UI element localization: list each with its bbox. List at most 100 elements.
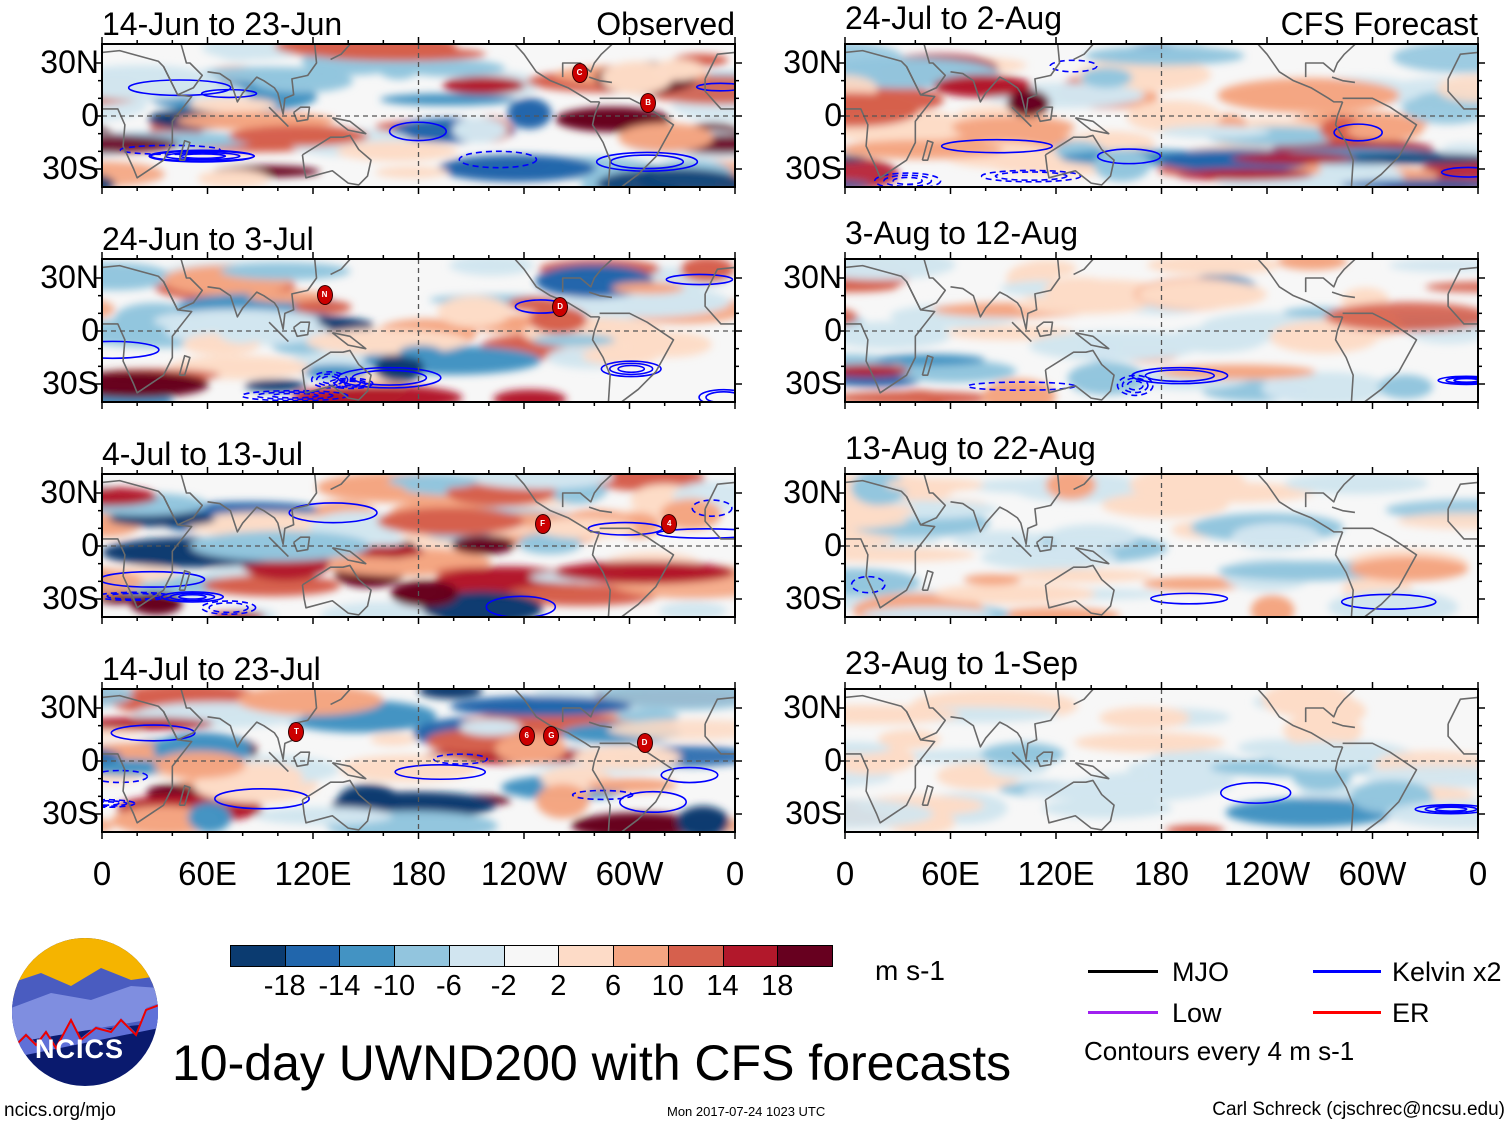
contour [110,724,196,742]
coastline [292,751,311,768]
anomaly-blob [337,784,400,816]
anomaly-blob [982,378,1056,402]
anomaly-blob [845,512,908,530]
left-panel-3-ylabel: 30N [40,474,99,510]
coastline [1342,312,1418,402]
anomaly-blob [1261,371,1390,402]
coastline [950,474,1061,546]
figure-title: 10-day UWND200 with CFS forecasts [172,1035,1012,1091]
anomaly-blob [1388,259,1478,273]
coastline [178,784,191,806]
anomaly-blob [399,59,505,77]
tropical-cyclone-marker[interactable]: T [288,721,305,742]
anomaly-blob [861,607,995,617]
coastline [1035,751,1054,768]
coastline [1044,349,1115,401]
anomaly-blob [878,729,941,749]
tropical-cyclone-marker[interactable]: 4 [661,514,678,535]
anomaly-blob [532,334,615,347]
anomaly-blob [1004,568,1155,583]
contour [1126,380,1144,391]
anomaly-blob [845,705,960,725]
tropical-cyclone-marker[interactable]: 6 [518,725,535,746]
anomaly-blob [1217,78,1400,113]
right-xlabel: 0 [835,855,855,892]
site-link[interactable]: ncics.org/mjo [4,1100,116,1121]
legend-label-er: ER [1392,998,1430,1028]
anomaly-blob [102,818,115,832]
tropical-cyclone-marker[interactable]: B [640,92,657,113]
coastline [1257,44,1343,103]
timestamp: Mon 2017-07-24 1023 UTC [667,1104,826,1119]
tropical-cyclone-marker[interactable]: F [534,514,551,535]
anomaly-blob [1101,492,1229,518]
right-panel-3-ylabel: 30S [785,580,842,616]
coastline [1074,546,1110,565]
right-panel-2-title: 3-Aug to 12-Aug [845,215,1079,251]
coastline [845,49,936,179]
contour [270,392,319,399]
contour [595,151,699,172]
right-panel-1-map [838,37,1485,194]
contour [617,364,646,374]
wind-anomaly-shading [102,44,735,187]
coastline [162,44,204,96]
anomaly-blob [228,125,369,147]
contour [106,592,162,600]
contour [656,527,735,539]
anomaly-blob [627,331,712,358]
contour [200,600,257,616]
tropical-cyclone-marker[interactable]: D [552,297,569,318]
contour [1453,377,1478,383]
colorbar-swatch [230,945,286,967]
colorbar-label: -6 [436,970,462,1002]
anomaly-blob [963,574,1021,586]
coastline [561,689,613,723]
left-panel-1-title: 14-Jun to 23-Jun [102,6,343,42]
coastline [1073,44,1094,61]
right-panel-1-ylabel: 0 [824,97,842,133]
coastline [921,354,934,376]
left-panel-4-ylabel: 0 [81,742,99,778]
anomaly-blob [442,76,526,95]
coastlines [845,259,1478,402]
anomaly-blob [951,115,1075,139]
left-xlabel: 60E [178,855,237,892]
left-xlabel: 60W [595,855,664,892]
tropical-cyclone-marker[interactable]: N [316,284,333,305]
anomaly-blob [1378,374,1433,399]
left-panel-1-ylabel: 0 [81,97,99,133]
coastline [102,479,193,609]
anomaly-blob [517,532,582,555]
coastline [905,259,947,311]
anomaly-blob [186,512,344,538]
right-panel-2-ylabel: 0 [824,312,842,348]
anomaly-blob [1158,125,1271,139]
tropical-cyclone-marker[interactable]: C [571,62,588,83]
coastline [1342,742,1418,832]
anomaly-blob [980,544,1117,570]
right-panel-4-map [838,682,1485,839]
legend-label-low: Low [1172,998,1222,1028]
anomaly-blob [1006,89,1050,117]
right-xlabel: 180 [1133,855,1190,892]
coastline [588,506,613,514]
right-panel-1-ylabel: 30S [785,150,842,186]
anomaly-blob [1165,326,1266,353]
contour [1414,803,1478,815]
anomaly-blob [1320,116,1364,143]
tropical-cyclone-marker[interactable]: G [543,725,560,746]
anomaly-blob [1161,474,1246,496]
contour [1096,148,1162,165]
contour [1424,805,1478,814]
tropical-cyclone-marker[interactable]: D [636,732,653,753]
anomaly-blob [1142,577,1247,591]
coastlines [102,689,735,832]
anomaly-blob [449,260,496,273]
left-xlabel: 120W [480,855,568,892]
anomaly-blob [188,97,277,113]
coastline [207,474,318,546]
contour [336,366,442,389]
contour [1445,376,1478,385]
anomaly-blob [293,300,352,315]
